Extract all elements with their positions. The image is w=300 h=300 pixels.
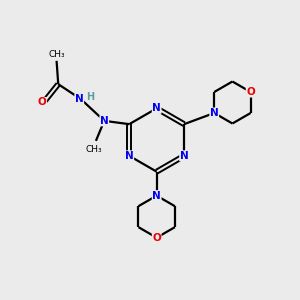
Text: O: O — [152, 233, 161, 243]
Text: CH₃: CH₃ — [86, 145, 103, 154]
Text: O: O — [246, 87, 255, 97]
Text: N: N — [180, 151, 188, 161]
Text: N: N — [75, 94, 84, 104]
Text: N: N — [152, 103, 161, 113]
Text: H: H — [86, 92, 94, 103]
Text: N: N — [152, 191, 161, 201]
Text: N: N — [210, 108, 219, 118]
Text: O: O — [38, 98, 46, 107]
Text: N: N — [100, 116, 109, 126]
Text: N: N — [125, 151, 134, 161]
Text: CH₃: CH₃ — [48, 50, 65, 59]
